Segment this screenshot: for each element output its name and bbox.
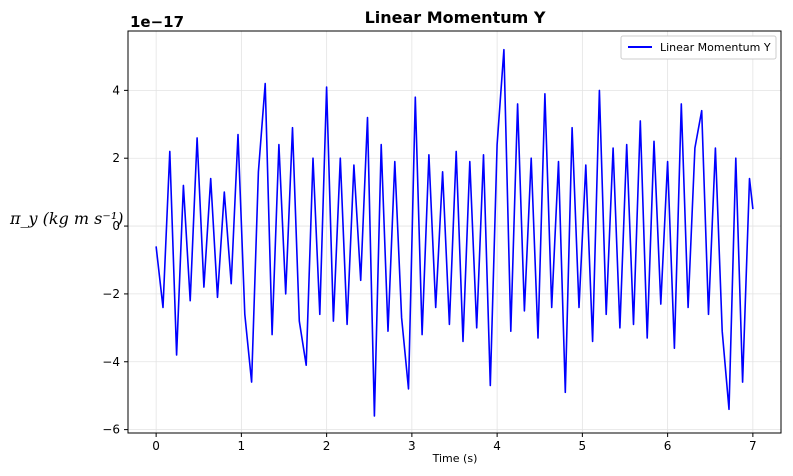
y-exponent-label: 1e−17 bbox=[130, 13, 184, 31]
series-line-linear-momentum-y bbox=[155, 48, 754, 417]
plot-frame bbox=[127, 30, 782, 434]
y-tick-label: 2 bbox=[112, 151, 120, 165]
y-tick-label: 4 bbox=[112, 83, 120, 97]
grid bbox=[128, 31, 781, 433]
x-tick-label: 6 bbox=[664, 439, 672, 453]
y-tick-label: −6 bbox=[102, 423, 120, 437]
x-tick-label: 5 bbox=[579, 439, 587, 453]
x-axis-label: Time (s) bbox=[432, 452, 478, 465]
legend-box bbox=[620, 35, 777, 60]
x-tick-label: 1 bbox=[238, 439, 246, 453]
x-tick-label: 4 bbox=[493, 439, 501, 453]
x-tick-label: 7 bbox=[749, 439, 757, 453]
x-tick-label: 0 bbox=[152, 439, 160, 453]
y-tick-label: −2 bbox=[102, 287, 120, 301]
y-axis-label: π_y (kg m s⁻¹) bbox=[9, 209, 123, 228]
legend: Linear Momentum Y bbox=[620, 35, 777, 60]
y-tick-label: 0 bbox=[112, 219, 120, 233]
x-tick-label: 3 bbox=[408, 439, 416, 453]
y-tick-label: −4 bbox=[102, 355, 120, 369]
legend-label: Linear Momentum Y bbox=[660, 41, 771, 54]
x-tick-label: 2 bbox=[323, 439, 331, 453]
y-axis-ticks: −6 −4 −2 0 2 4 bbox=[102, 83, 128, 437]
series-layer bbox=[155, 48, 754, 417]
x-axis-ticks: 0 1 2 3 4 5 6 7 bbox=[152, 433, 757, 453]
chart-title: Linear Momentum Y bbox=[365, 8, 546, 27]
